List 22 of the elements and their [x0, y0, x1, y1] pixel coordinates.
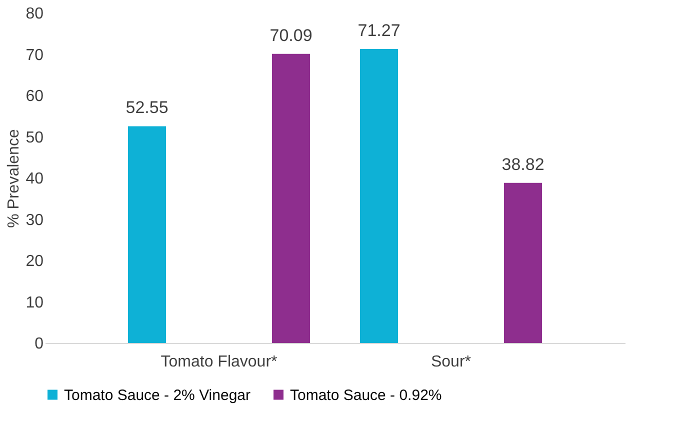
bar	[128, 126, 166, 343]
bar	[504, 182, 542, 343]
data-label: 71.27	[358, 21, 400, 40]
legend-label: Tomato Sauce - 2% Vinegar	[64, 386, 250, 404]
y-tick-label: 10	[26, 294, 44, 312]
data-label: 38.82	[502, 154, 544, 174]
y-tick-label: 60	[26, 88, 44, 105]
legend-label: Tomato Sauce - 0.92%	[290, 386, 442, 404]
data-label: 52.55	[126, 98, 168, 118]
x-tick-label: Tomato Flavour*	[160, 354, 278, 370]
y-axis-title: % Prevalence	[6, 129, 23, 228]
bar	[360, 49, 398, 343]
y-tick-label: 30	[26, 212, 44, 229]
y-tick-label: 40	[26, 170, 44, 188]
y-tick-label: 20	[26, 253, 44, 270]
bar	[272, 54, 310, 343]
y-tick-label: 80	[26, 6, 44, 22]
y-tick-label: 0	[34, 336, 44, 352]
data-label: 70.09	[270, 26, 312, 45]
x-tick-label: Sour*	[430, 354, 472, 370]
y-tick-label: 50	[26, 129, 44, 146]
y-tick-label: 70	[26, 46, 44, 64]
